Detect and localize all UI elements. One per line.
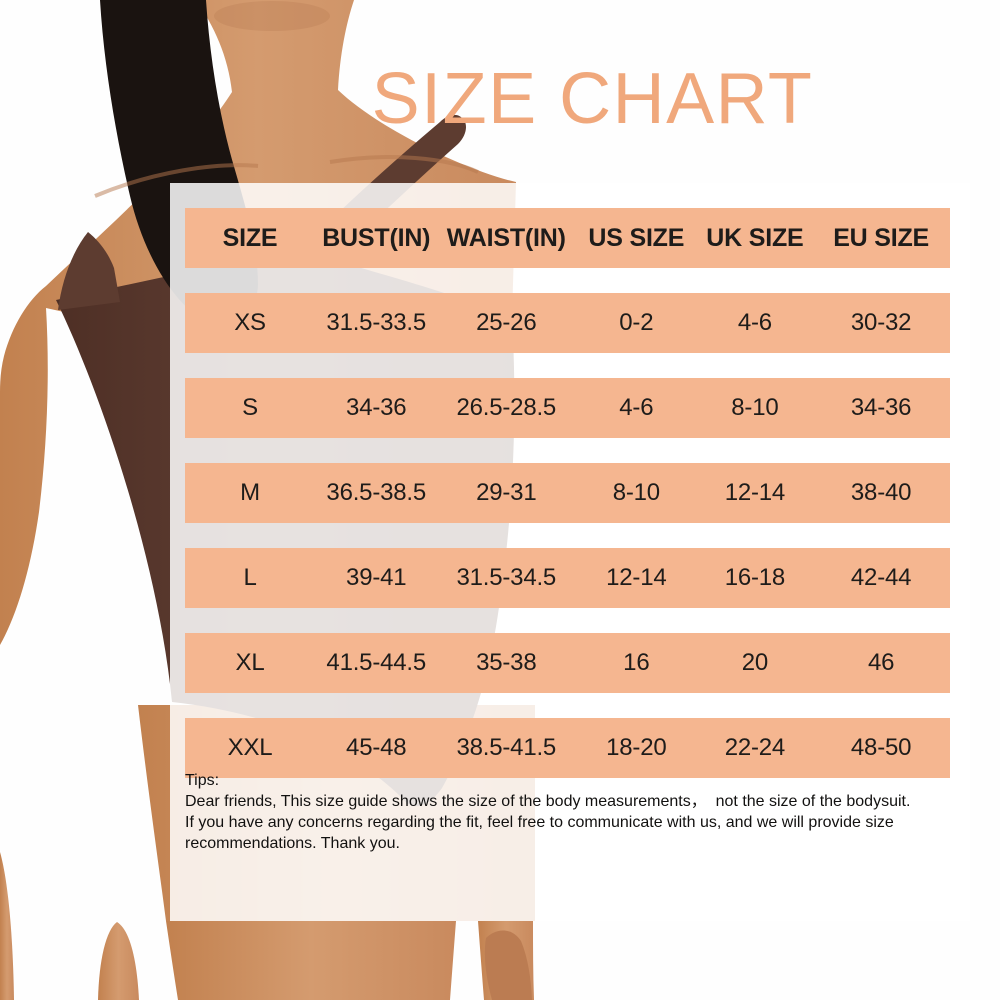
cell-eu: 30-32 [850, 309, 912, 336]
model-left-thigh [166, 921, 456, 1000]
tips-label: Tips: [185, 772, 220, 789]
cell-uk: 20 [741, 649, 769, 676]
cell-waist: 25-26 [476, 309, 537, 336]
cell-bust: 45-48 [346, 734, 407, 761]
cell-waist: 31.5-34.5 [456, 564, 557, 591]
collarbone-right [329, 155, 479, 174]
table-row-l: L 39-41 31.5-34.5 12-14 16-18 42-44 [185, 548, 950, 608]
model-hand [484, 930, 532, 1000]
tips-line: Dear friends, This size guide shows the … [185, 793, 911, 810]
cell-size: L [243, 564, 257, 591]
cell-uk: 12-14 [724, 479, 786, 506]
page-title: SIZE CHART [371, 59, 814, 139]
cell-uk: 4-6 [737, 309, 772, 336]
table-row-m: M 36.5-38.5 29-31 8-10 12-14 38-40 [185, 463, 950, 523]
cell-bust: 39-41 [346, 564, 407, 591]
cell-size: XXL [227, 734, 273, 761]
cell-uk: 8-10 [731, 394, 779, 421]
cell-us: 16 [623, 649, 650, 676]
cell-size: XS [234, 309, 266, 336]
cell-us: 18-20 [606, 734, 667, 761]
cell-waist: 26.5-28.5 [456, 394, 557, 421]
column-header-size: SIZE [222, 223, 278, 252]
table-row-xl: XL 41.5-44.5 35-38 16 20 46 [185, 633, 950, 693]
cell-bust: 34-36 [346, 394, 407, 421]
cell-bust: 41.5-44.5 [326, 649, 427, 676]
cell-eu: 48-50 [850, 734, 912, 761]
table-row-xs: XS 31.5-33.5 25-26 0-2 4-6 30-32 [185, 293, 950, 353]
cell-size: XL [235, 649, 265, 676]
tips-block: Tips: Dear friends, This size guide show… [185, 770, 975, 854]
tips-line: recommendations. Thank you. [185, 835, 400, 852]
cell-us: 8-10 [612, 479, 660, 506]
cell-us: 12-14 [606, 564, 667, 591]
table-row-xxl: XXL 45-48 38.5-41.5 18-20 22-24 48-50 [185, 718, 950, 778]
cell-size: M [240, 479, 260, 506]
tips-line: If you have any concerns regarding the f… [185, 814, 894, 831]
table-row-s: S 34-36 26.5-28.5 4-6 8-10 34-36 [185, 378, 950, 438]
cell-eu: 38-40 [850, 479, 912, 506]
cell-bust: 36.5-38.5 [326, 479, 427, 506]
cell-waist: 35-38 [476, 649, 537, 676]
size-table: SIZE BUST(IN) WAIST(IN) US SIZE UK SIZE … [185, 208, 950, 803]
cell-uk: 16-18 [724, 564, 786, 591]
cell-eu: 46 [867, 649, 895, 676]
column-header-us: US SIZE [588, 223, 685, 252]
collarbone-left [94, 163, 259, 198]
cell-size: S [242, 394, 258, 421]
column-header-uk: UK SIZE [706, 223, 804, 252]
cell-eu: 42-44 [850, 564, 912, 591]
column-header-bust: BUST(IN) [322, 223, 431, 252]
model-arm-edge [0, 852, 14, 1000]
cell-us: 4-6 [619, 394, 654, 421]
cell-bust: 31.5-33.5 [326, 309, 427, 336]
column-header-eu: EU SIZE [833, 223, 930, 252]
cell-us: 0-2 [619, 309, 654, 336]
table-header-row: SIZE BUST(IN) WAIST(IN) US SIZE UK SIZE … [185, 208, 950, 268]
cell-waist: 29-31 [476, 479, 537, 506]
bodysuit-left-strap [58, 232, 120, 310]
model-forearm [98, 922, 139, 1000]
cell-eu: 34-36 [850, 394, 912, 421]
cell-uk: 22-24 [724, 734, 786, 761]
chin-shadow [214, 1, 330, 31]
column-header-waist: WAIST(IN) [446, 223, 566, 252]
cell-waist: 38.5-41.5 [456, 734, 557, 761]
